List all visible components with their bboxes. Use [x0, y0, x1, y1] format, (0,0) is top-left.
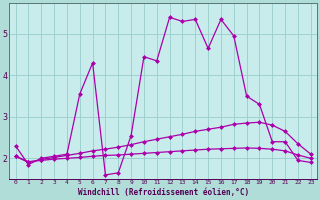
X-axis label: Windchill (Refroidissement éolien,°C): Windchill (Refroidissement éolien,°C) — [78, 188, 249, 197]
